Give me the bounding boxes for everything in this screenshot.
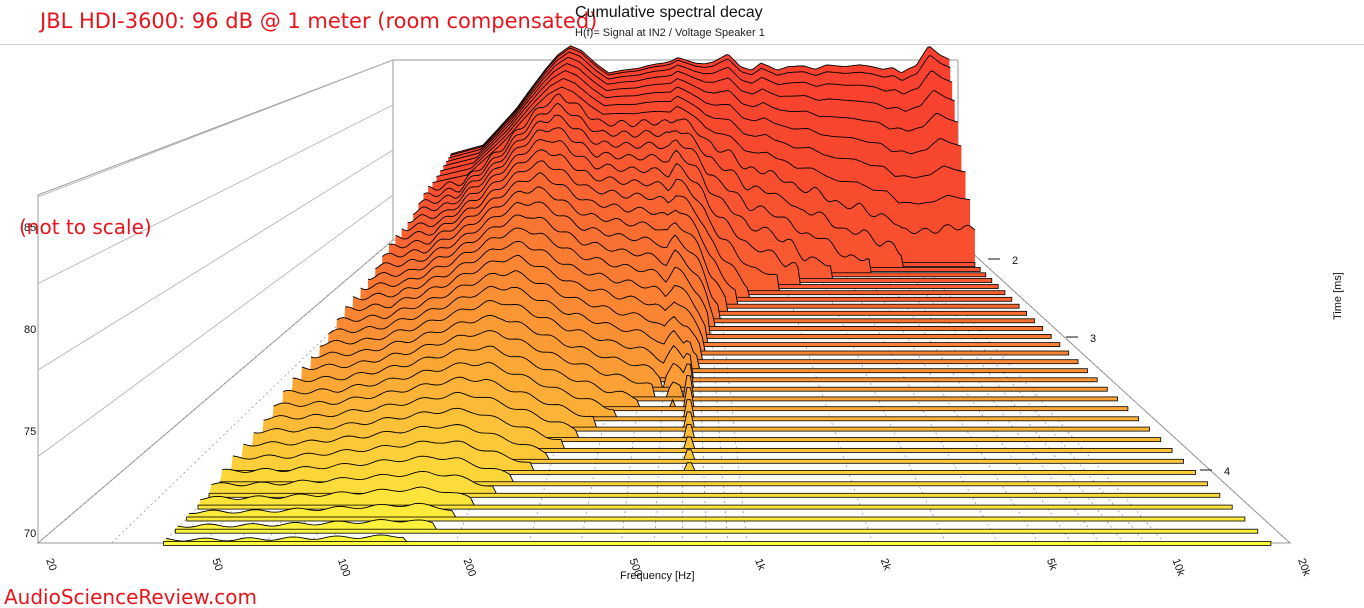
decay-slice-outline [449, 47, 951, 156]
decay-slices [163, 45, 1272, 546]
floor-grid-line [621, 239, 657, 544]
floor-grid-line [802, 239, 947, 544]
decay-slice-slab [197, 504, 1233, 510]
y-tick-label: 80 [24, 324, 36, 336]
decay-slice-slab [208, 492, 1221, 498]
decay-slice-outline [443, 63, 958, 167]
decay-slice-outline [428, 93, 976, 235]
x-tick-label: 20 [43, 557, 58, 573]
decay-slice-slab [163, 541, 1272, 546]
x-tick-label: 2k [878, 557, 893, 572]
x-tick-label: 10k [1170, 557, 1188, 578]
decay-slice-outline [448, 51, 953, 159]
x-tick-label: 1k [752, 557, 767, 572]
decay-slice-fill [220, 456, 1208, 484]
x-axis-label: Frequency [Hz] [620, 570, 695, 582]
decay-slice-outline [423, 102, 981, 270]
x-tick-label: 100 [335, 557, 353, 578]
side-wall-grid-line [37, 149, 394, 371]
side-wall-grid-line [37, 194, 394, 457]
decay-slice-slab [174, 528, 1259, 534]
decay-slice-outline [432, 86, 971, 205]
decay-slice-outline [450, 45, 950, 155]
z-axis-label: Time [ms] [1332, 272, 1344, 320]
decay-slice-slab [186, 516, 1246, 522]
y-tick-label: 75 [24, 426, 36, 438]
decay-slice-outline [436, 78, 966, 179]
z-tick-label: 2 [1012, 255, 1018, 267]
side-wall-grid-line [37, 239, 394, 544]
not-to-scale-note: (not to scale) [19, 215, 152, 239]
z-tick-label: 4 [1224, 466, 1230, 478]
floor-grid-line [892, 239, 1146, 544]
x-tick-label: 200 [461, 557, 479, 578]
page-title: JBL HDI-3600: 96 dB @ 1 meter (room comp… [40, 9, 598, 33]
x-tick-label: 5k [1044, 557, 1059, 572]
header-divider [0, 44, 1364, 45]
decay-slice-outline [439, 70, 962, 172]
y-tick-label: 85 [24, 222, 36, 234]
z-tick-label: 3 [1090, 333, 1096, 345]
chart-title: Cumulative spectral decay [575, 4, 763, 21]
decay-slice-fill [198, 486, 1233, 507]
x-tick-label: 50 [209, 557, 224, 573]
decay-slice-outline [446, 56, 955, 163]
floor-grid-line [712, 239, 748, 544]
side-wall-grid-line [37, 59, 394, 198]
chart-subtitle: H(f)= Signal at IN2 / Voltage Speaker 1 [575, 27, 765, 39]
x-tick-label: 20k [1295, 557, 1313, 578]
side-wall-grid-line [37, 104, 394, 284]
y-tick-label: 70 [24, 528, 36, 540]
floor-grid-line [859, 239, 1073, 544]
decay-slice-fill [186, 503, 1245, 519]
x-tick-label: 500 [627, 557, 645, 578]
watermark: AudioScienceReview.com [4, 585, 257, 608]
decay-slice-fill [209, 471, 1220, 495]
plot-axes: 20 50 100 200 500 1k 2k 5k 10k 20k Frequency [Hz] 7… [24, 222, 1344, 582]
